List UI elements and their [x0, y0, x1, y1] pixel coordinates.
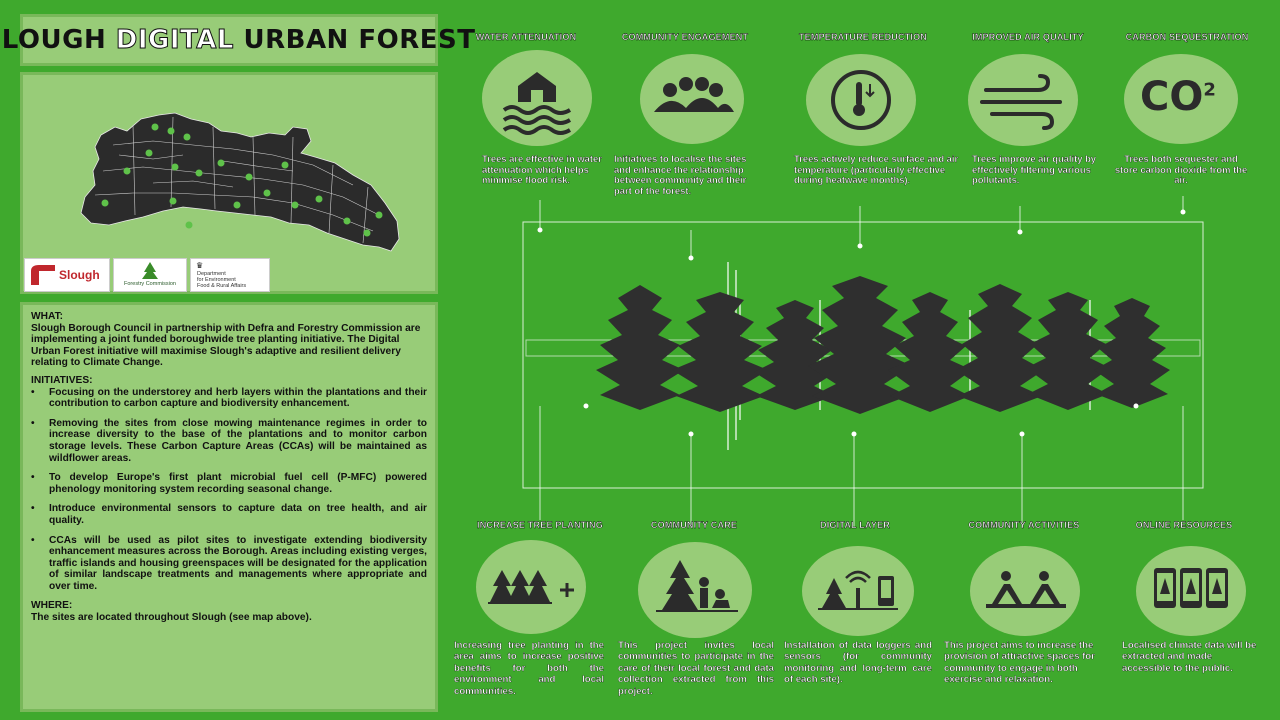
- wind-icon: [980, 74, 1062, 130]
- water-attenuation-desc: Trees are effective in water attenuation…: [482, 153, 602, 186]
- defra-logo-line3: Food & Rural Affairs: [197, 283, 247, 289]
- thermometer-icon: [831, 70, 891, 130]
- community-care-circle: [638, 542, 752, 638]
- slough-map: [80, 112, 400, 252]
- air-quality-circle: [968, 54, 1078, 146]
- defra-logo-line1: Department: [197, 271, 226, 277]
- initiative-item: • CCAs will be used as pilot sites to inv…: [31, 534, 427, 592]
- map-panel: [20, 72, 438, 294]
- carbon-sequestration-desc: Trees both sequester and store carbon di…: [1114, 153, 1248, 186]
- digital-layer-desc: Installation of data loggers and sensors…: [784, 640, 932, 686]
- title-panel: SLOUGH DIGITAL URBAN FOREST: [0, 14, 475, 66]
- category-community-engagement: COMMUNITY ENGAGEMENT: [621, 32, 749, 42]
- carbon-sequestration-circle: CO2: [1124, 54, 1238, 144]
- trees-plus-icon: [488, 570, 574, 604]
- category-digital-layer: DIGITAL LAYER: [820, 520, 890, 530]
- slough-logo-text: Slough: [59, 268, 100, 282]
- what-text: Slough Borough Council in partnership wi…: [31, 322, 421, 369]
- initiatives-heading: INITIATIVES:: [31, 374, 93, 386]
- digital-layer-circle: [802, 546, 914, 636]
- community-care-desc: This project invites local communities t…: [618, 640, 774, 697]
- forest-graphic: [522, 196, 1204, 528]
- defra-logo: ♛ Department for Environment Food & Rura…: [190, 258, 270, 292]
- initiative-item: • To develop Europe's first plant microbi…: [31, 472, 427, 495]
- people-icon: [654, 77, 734, 112]
- forestry-logo: Forestry Commission: [113, 258, 187, 292]
- category-water-attenuation: WATER ATTENUATION: [475, 32, 577, 42]
- crest-icon: ♛: [196, 261, 204, 270]
- community-engagement-circle: [640, 54, 744, 144]
- category-increase-tree-planting: INCREASE TREE PLANTING: [477, 520, 603, 530]
- what-heading: WHAT:: [31, 311, 64, 322]
- initiative-item: • Focusing on the understorey and herb la…: [31, 386, 427, 410]
- tree-silhouettes: [596, 276, 1170, 414]
- slough-logo: Slough: [24, 258, 110, 292]
- info-text-panel: WHAT: Slough Borough Council in partners…: [20, 302, 438, 712]
- temperature-reduction-desc: Trees actively reduce surface and air te…: [794, 153, 959, 186]
- house-flood-icon: [502, 72, 572, 135]
- defra-logo-line2: for Environment: [197, 277, 236, 283]
- temperature-reduction-circle: [806, 54, 916, 146]
- water-attenuation-circle: [482, 50, 592, 146]
- forestry-logo-text: Forestry Commission: [124, 281, 176, 287]
- initiative-item: • Introduce environmental sensors to capt…: [31, 503, 427, 526]
- tree-planting-desc: Increasing tree planting in the area aim…: [454, 640, 604, 697]
- online-resources-circle: [1136, 546, 1246, 636]
- category-community-activities: COMMUNITY ACTIVITIES: [968, 520, 1080, 530]
- category-improved-air-quality: IMPROVED AIR QUALITY: [972, 32, 1084, 42]
- category-online-resources: ONLINE RESOURCES: [1135, 520, 1233, 530]
- community-engagement-desc: Initiatives to localise the sites and en…: [614, 153, 747, 196]
- category-community-care: COMMUNITY CARE: [650, 520, 738, 530]
- category-temperature-reduction: TEMPERATURE REDUCTION: [798, 32, 928, 42]
- community-activities-desc: This project aims to increase the provis…: [944, 640, 1095, 686]
- where-heading: WHERE:: [31, 600, 73, 612]
- online-resources-desc: Localised climate data will be extracted…: [1122, 640, 1257, 674]
- phones-icon: [1154, 568, 1228, 608]
- category-carbon-sequestration: CARBON SEQUESTRATION: [1125, 32, 1249, 42]
- page-title: SLOUGH DIGITAL URBAN FOREST: [0, 25, 476, 56]
- community-activities-circle: [970, 546, 1080, 636]
- yoga-icon: [986, 571, 1066, 608]
- gardening-icon: [656, 560, 738, 612]
- air-quality-desc: Trees improve air quality by effectively…: [972, 153, 1097, 186]
- sensor-icon: [818, 570, 898, 610]
- co2-icon: CO2: [1140, 74, 1216, 120]
- initiative-item: • Removing the sites from close mowing ma…: [31, 417, 427, 464]
- tree-planting-circle: [476, 540, 586, 634]
- where-text: The sites are located throughout Slough …: [31, 612, 312, 624]
